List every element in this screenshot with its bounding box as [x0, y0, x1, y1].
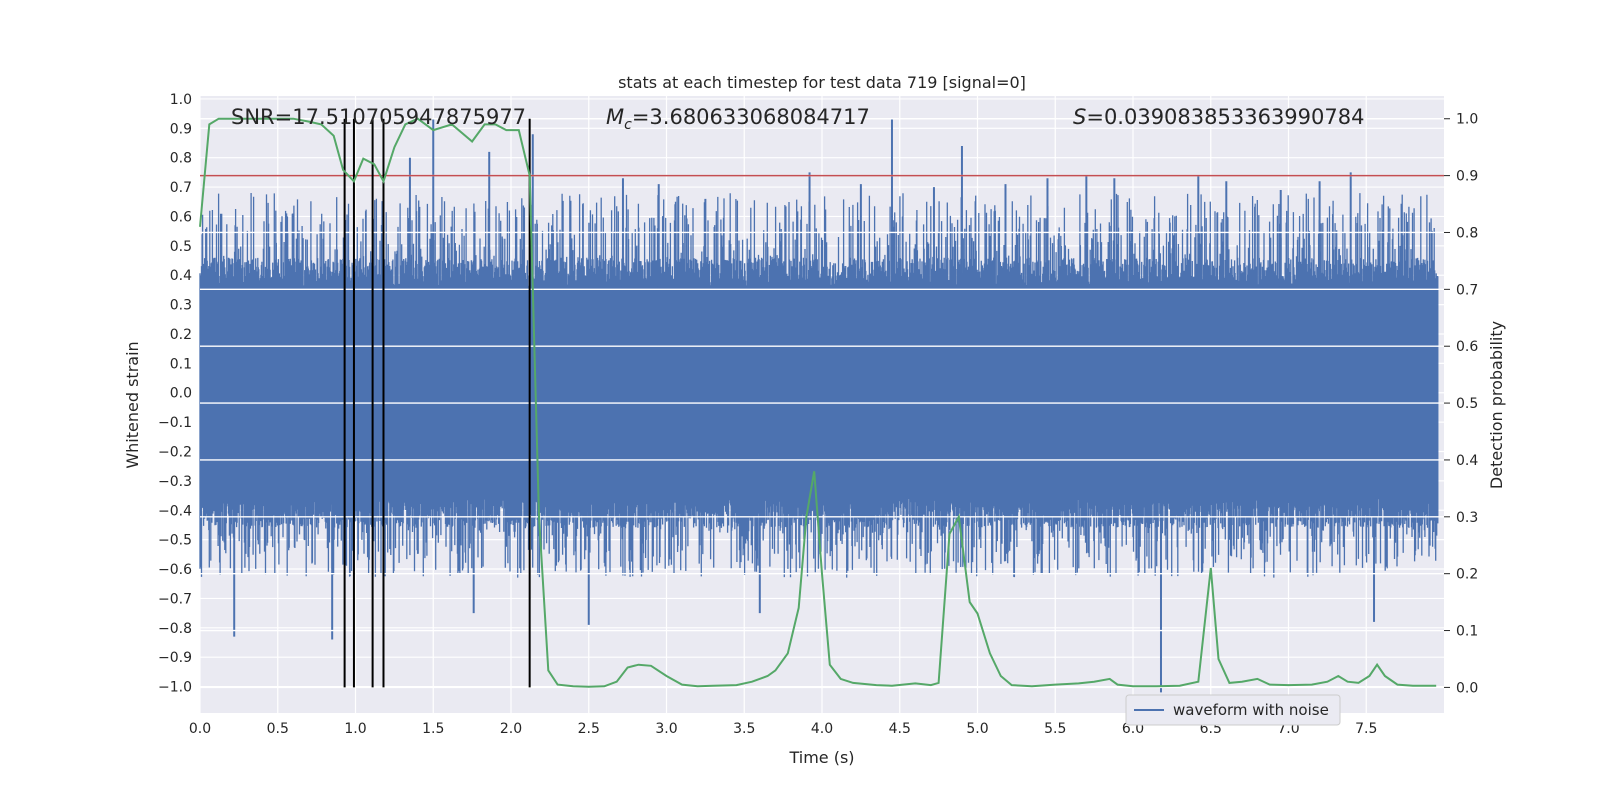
- left-y-tick-label: −0.4: [158, 503, 192, 519]
- chirp-mass-subscript: c: [624, 117, 632, 133]
- right-y-axis-label: Detection probability: [1487, 321, 1506, 489]
- left-y-tick-label: −0.8: [158, 621, 192, 637]
- right-y-tick-label: 0.7: [1456, 282, 1478, 298]
- right-y-tick-label: 0.4: [1456, 453, 1478, 469]
- legend: waveform with noise: [1125, 694, 1341, 726]
- probability-line: [199, 117, 1437, 688]
- left-y-tick-label: −0.1: [158, 415, 192, 431]
- left-y-tick-label: 0.8: [170, 151, 192, 167]
- waveform-core: [200, 286, 1438, 499]
- left-y-tick-label: 0.7: [170, 180, 192, 196]
- x-tick-label: 1.0: [344, 721, 366, 737]
- x-tick-label: 5.0: [966, 721, 988, 737]
- right-y-tick-label: 0.3: [1456, 510, 1478, 526]
- x-tick-label: 3.0: [655, 721, 677, 737]
- right-y-tick-label: 0.1: [1456, 624, 1478, 640]
- left-y-tick-label: 0.0: [170, 386, 192, 402]
- legend-label: waveform with noise: [1173, 701, 1329, 719]
- legend-box: [1125, 694, 1341, 726]
- s-value: =0.039083853363990784: [1086, 105, 1364, 129]
- right-y-tick-label: 0.2: [1456, 567, 1478, 583]
- right-y-tick-label: 0.0: [1456, 680, 1478, 696]
- x-tick-label: 0.0: [189, 721, 211, 737]
- x-axis-label: Time (s): [788, 748, 854, 767]
- left-y-tick-label: −0.7: [158, 591, 192, 607]
- x-tick-label: 4.5: [889, 721, 911, 737]
- right-y-tick-label: 0.8: [1456, 225, 1478, 241]
- left-y-axis-ticks: 1.0 0.9 0.8 0.7 0.6 0.5 0.4 0.3 0.2 0.1 0.0 −0.1 −0.…: [158, 92, 192, 696]
- left-y-tick-label: 0.1: [170, 356, 192, 372]
- right-y-tick-label: 0.5: [1456, 396, 1478, 412]
- left-y-tick-label: −0.9: [158, 650, 192, 666]
- snr-annotation: SNR=17.510705947875977: [231, 105, 526, 129]
- x-tick-label: 2.5: [578, 721, 600, 737]
- left-y-tick-label: −1.0: [158, 680, 192, 696]
- right-y-tick-label: 0.9: [1456, 169, 1478, 185]
- x-tick-label: 4.0: [811, 721, 833, 737]
- left-y-tick-label: −0.3: [158, 474, 192, 490]
- left-y-tick-label: −0.2: [158, 445, 192, 461]
- x-tick-label: 1.5: [422, 721, 444, 737]
- x-axis-ticks: 0.0 0.5 1.0 1.5 2.0 2.5 3.0 3.5 4.0 4.5 5.0 5.5 6.0 6…: [189, 721, 1378, 737]
- left-y-tick-label: 0.9: [170, 121, 192, 137]
- left-y-tick-label: −0.6: [158, 562, 192, 578]
- x-tick-label: 3.5: [733, 721, 755, 737]
- left-y-tick-label: 0.2: [170, 327, 192, 343]
- x-tick-label: 5.5: [1044, 721, 1066, 737]
- s-symbol: S: [1073, 105, 1086, 129]
- chart-title: stats at each timestep for test data 719…: [618, 73, 1026, 92]
- chirp-mass-symbol: M: [606, 105, 624, 129]
- right-y-tick-label: 0.6: [1456, 339, 1478, 355]
- waveform-series: [199, 118, 1444, 693]
- left-y-tick-label: 0.6: [170, 209, 192, 225]
- right-y-axis-ticks: 1.0 0.9 0.8 0.7 0.6 0.5 0.4 0.3 0.2 0.1 0.0: [1444, 112, 1478, 696]
- x-tick-label: 0.5: [267, 721, 289, 737]
- chirp-mass-annotation: Mc=3.680633068084717: [606, 105, 870, 133]
- left-y-tick-label: 0.3: [170, 298, 192, 314]
- right-y-tick-label: 1.0: [1456, 112, 1478, 128]
- x-tick-label: 7.5: [1355, 721, 1377, 737]
- s-annotation: S=0.039083853363990784: [1073, 105, 1364, 129]
- left-y-tick-label: 0.5: [170, 239, 192, 255]
- left-y-axis-label: Whitened strain: [123, 341, 142, 468]
- chirp-mass-value: =3.680633068084717: [632, 105, 870, 129]
- left-y-tick-label: −0.5: [158, 533, 192, 549]
- left-y-tick-label: 1.0: [170, 92, 192, 108]
- left-y-tick-label: 0.4: [170, 268, 192, 284]
- x-tick-label: 2.0: [500, 721, 522, 737]
- vertical-markers: [343, 118, 531, 688]
